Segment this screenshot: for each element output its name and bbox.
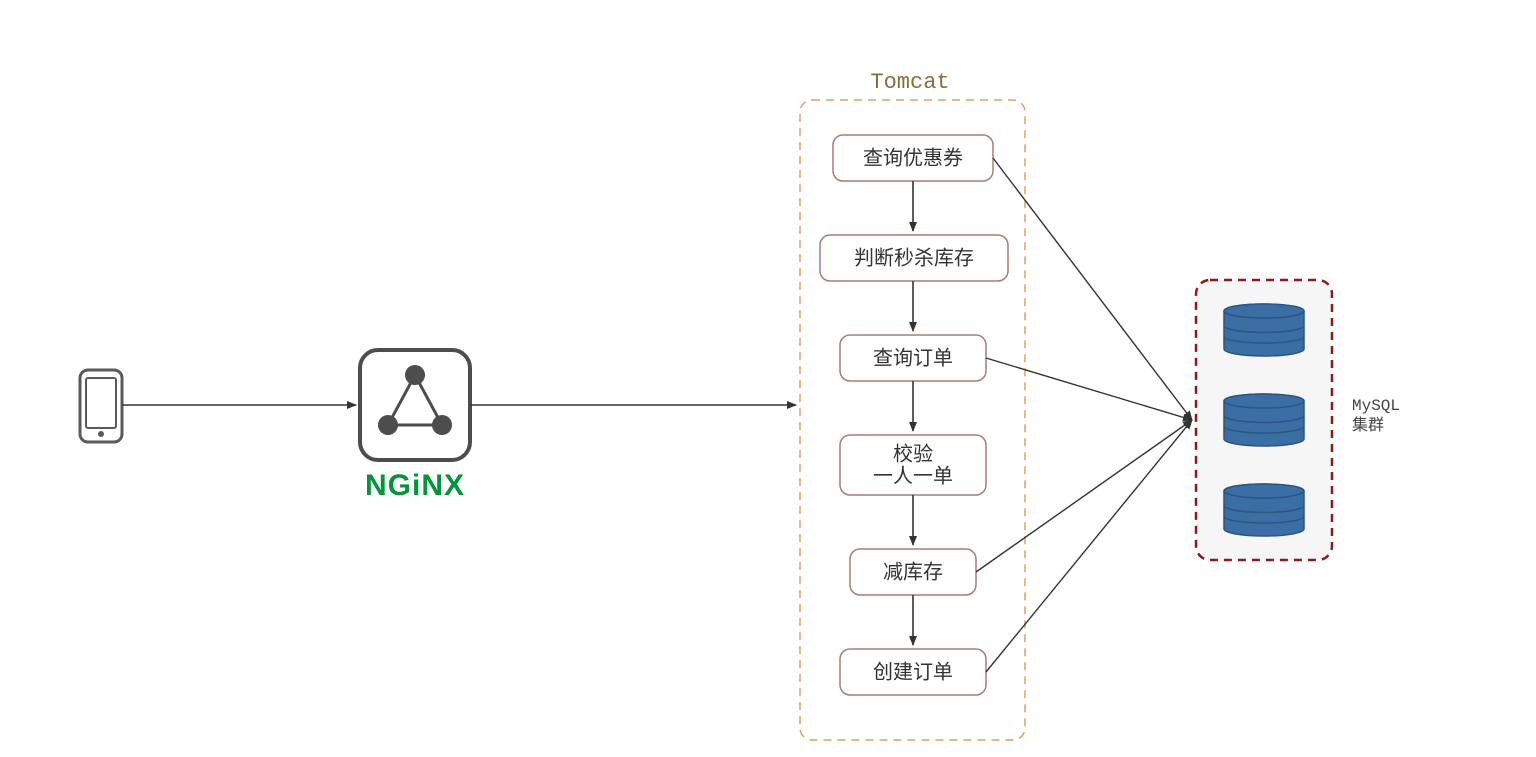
architecture-diagram: NGiNX Tomcat 查询优惠券判断秒杀库存查询订单校验一人一单减库存创建订单 M… [0,0,1536,757]
step-reduce-stock-label: 减库存 [883,560,943,583]
db-icon-1 [1224,394,1304,446]
mysql-label-1: 集群 [1352,416,1384,435]
step-query-coupon: 查询优惠券 [833,135,993,181]
step-check-stock-label: 判断秒杀库存 [854,246,974,269]
step-verify-one: 校验一人一单 [840,435,986,495]
step-create-order: 创建订单 [840,649,986,695]
step-query-coupon-label: 查询优惠券 [863,146,963,169]
arrows [122,158,1192,672]
arrow-to-mysql-2 [976,420,1192,572]
db-icon-0 [1224,304,1304,356]
step-create-order-label: 创建订单 [873,660,953,683]
tomcat-label: Tomcat [870,70,949,95]
phone-icon [80,370,122,442]
mysql-cluster: MySQL集群 [1196,280,1400,560]
step-reduce-stock: 减库存 [850,549,976,595]
step-verify-one-label-1: 一人一单 [873,464,953,487]
step-query-order-label: 查询订单 [873,346,953,369]
arrow-to-mysql-1 [986,358,1192,420]
arrow-to-mysql-0 [993,158,1192,420]
mysql-label-0: MySQL [1352,397,1400,415]
db-icon-2 [1224,484,1304,536]
nginx-icon: NGiNX [360,350,470,502]
step-check-stock: 判断秒杀库存 [820,235,1008,281]
step-query-order: 查询订单 [840,335,986,381]
arrow-to-mysql-3 [986,420,1192,672]
step-verify-one-label-0: 校验 [893,442,933,465]
nginx-label: NGiNX [365,469,465,502]
